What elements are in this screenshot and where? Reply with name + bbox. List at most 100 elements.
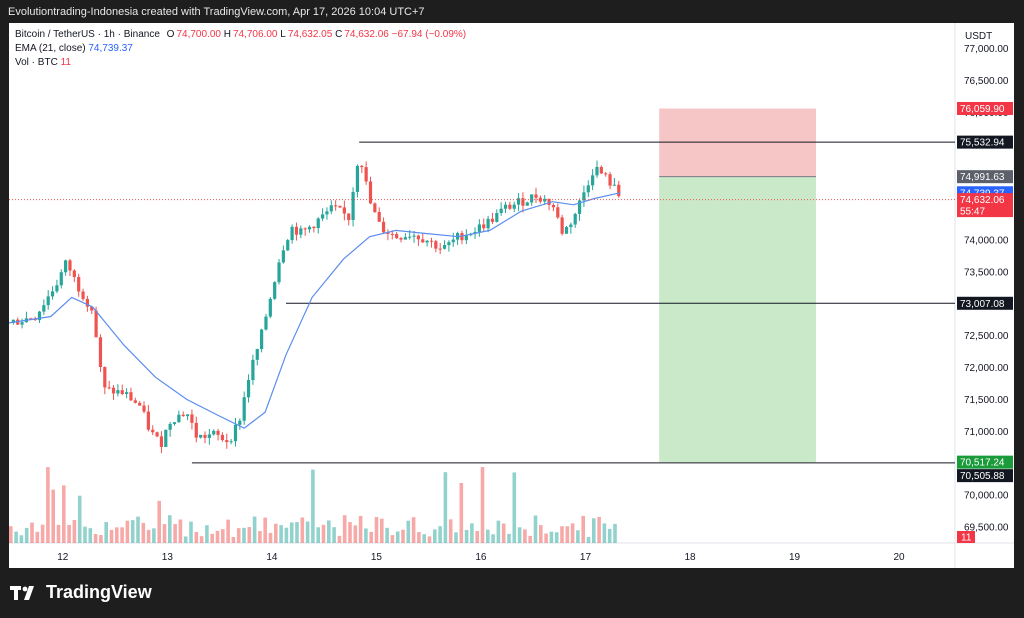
chart-panel[interactable]: 77,000.0076,500.0076,000.0075,500.0075,0… xyxy=(9,23,1014,568)
time-tick-label: 20 xyxy=(894,552,906,563)
candle-body xyxy=(343,207,346,213)
volume-bar xyxy=(507,534,511,543)
candle-body xyxy=(495,213,498,222)
candle-body xyxy=(491,219,494,222)
volume-bar xyxy=(587,537,591,543)
candle-body xyxy=(382,222,385,233)
candle-body xyxy=(199,435,202,438)
volume-bar xyxy=(343,515,347,543)
volume-bar xyxy=(544,534,548,543)
open-value: 74,700.00 xyxy=(176,29,221,40)
price-tick-label: 73,500.00 xyxy=(964,267,1009,278)
volume-bar xyxy=(332,527,336,543)
candle-body xyxy=(404,237,407,239)
candle-body xyxy=(421,239,424,242)
price-chart[interactable]: 77,000.0076,500.0076,000.0075,500.0075,0… xyxy=(9,23,1014,568)
candle-body xyxy=(565,227,568,234)
candle-body xyxy=(142,406,145,412)
candle-body xyxy=(95,311,98,338)
time-tick-label: 17 xyxy=(580,552,592,563)
candle-body xyxy=(447,242,450,245)
volume-bar xyxy=(438,526,442,543)
volume-bar xyxy=(51,490,55,543)
candle-body xyxy=(365,167,368,181)
volume-legend[interactable]: Vol · BTC 11 xyxy=(15,57,71,68)
volume-bar xyxy=(258,531,262,543)
volume-bar xyxy=(279,525,283,543)
volume-bar xyxy=(131,520,135,543)
volume-bar xyxy=(316,527,320,543)
candle-body xyxy=(608,174,611,185)
volume-bar xyxy=(338,536,342,543)
candle-body xyxy=(556,207,559,217)
close-label: C xyxy=(335,29,342,40)
volume-bar xyxy=(163,524,167,543)
candle-body xyxy=(234,425,237,441)
volume-bar xyxy=(486,530,490,543)
candle-body xyxy=(587,185,590,192)
candle-body xyxy=(299,228,302,234)
volume-bar xyxy=(179,520,183,543)
volume-bar xyxy=(142,523,146,543)
volume-bar xyxy=(242,528,246,543)
volume-bar xyxy=(481,467,485,543)
time-tick-label: 16 xyxy=(475,552,487,563)
volume-bar xyxy=(475,531,479,543)
candle-body xyxy=(430,241,433,242)
volume-bar xyxy=(25,528,29,543)
stop-price-badge-text: 76,059.90 xyxy=(960,104,1005,115)
volume-bar xyxy=(46,467,50,543)
volume-bar xyxy=(20,535,24,543)
time-tick-label: 14 xyxy=(266,552,278,563)
volume-bar xyxy=(385,528,389,543)
time-tick-label: 13 xyxy=(162,552,174,563)
volume-bar xyxy=(89,528,93,543)
tradingview-logo[interactable]: TradingView xyxy=(10,582,152,603)
candle-body xyxy=(73,271,76,278)
time-tick-label: 18 xyxy=(684,552,696,563)
candle-body xyxy=(55,285,58,291)
ema-legend[interactable]: EMA (21, close) 74,739.37 xyxy=(15,43,133,54)
volume-bar xyxy=(147,530,151,543)
candle-body xyxy=(526,202,529,205)
volume-bar xyxy=(226,520,230,543)
volume-bar xyxy=(555,532,559,543)
volume-value: 11 xyxy=(61,57,71,68)
candle-body xyxy=(160,436,163,447)
candle-body xyxy=(574,214,577,225)
candle-body xyxy=(613,185,616,186)
candle-body xyxy=(256,349,259,360)
candle-body xyxy=(42,305,45,311)
currency-label: USDT xyxy=(965,31,992,42)
volume-bar xyxy=(380,519,384,543)
candle-body xyxy=(230,441,233,442)
volume-bar xyxy=(550,532,554,543)
candle-body xyxy=(125,392,128,394)
candle-body xyxy=(169,424,172,430)
volume-bar xyxy=(396,531,400,543)
candle-body xyxy=(81,291,84,298)
candle-body xyxy=(486,219,489,228)
volume-bar xyxy=(269,533,273,543)
candle-body xyxy=(212,431,215,435)
level-price-badge-text: 70,505.88 xyxy=(960,471,1005,482)
volume-bar xyxy=(401,530,405,543)
candle-body xyxy=(247,380,250,397)
volume-bar xyxy=(120,527,124,543)
volume-bar xyxy=(534,515,538,543)
candle-body xyxy=(500,209,503,213)
volume-bar xyxy=(221,529,225,543)
volume-bar xyxy=(36,532,40,543)
candle-body xyxy=(225,440,228,442)
volume-bar xyxy=(136,517,140,543)
volume-bar xyxy=(491,534,495,543)
volume-bar xyxy=(210,534,214,543)
target-price-badge-text: 70,517.24 xyxy=(960,458,1005,469)
candle-body xyxy=(356,166,359,192)
candle-body xyxy=(325,211,328,214)
volume-bar xyxy=(449,519,453,543)
candle-body xyxy=(508,205,511,209)
candle-body xyxy=(604,173,607,174)
candle-body xyxy=(347,214,350,220)
candle-body xyxy=(77,277,80,291)
